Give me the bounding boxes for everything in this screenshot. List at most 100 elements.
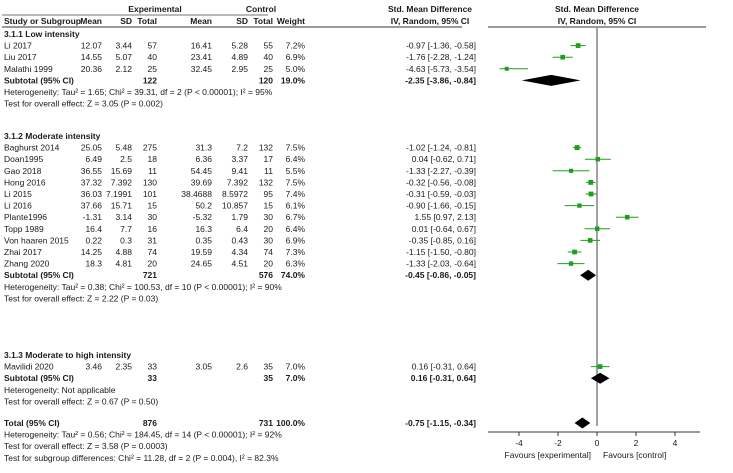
sd-c: 3.37 [231,154,248,164]
total-e: 16 [148,224,158,234]
total-e: 74 [148,247,158,257]
table-layer: Experimental Control Std. Mean Difference S… [2,4,706,463]
mean-e: 20.36 [81,64,103,74]
mean-c: 39.69 [191,177,213,187]
header-ci: IV, Random, 95% CI [391,16,470,26]
sd-e: 4.88 [115,247,132,257]
effect-ci: -1.02 [-1.24, -0.81] [406,143,476,153]
header-study: Study or Subgroup [4,16,81,26]
effect-box [574,145,580,151]
mean-e: 0.22 [85,235,102,245]
subtotal-diamond [590,372,610,384]
group-title: 3.1.3 Moderate to high intensity [4,350,131,360]
mean-e: 25.05 [81,143,103,153]
total-e: 18 [148,154,158,164]
sd-c: 8.5972 [222,189,248,199]
header-smd-plot: Std. Mean Difference [555,4,639,14]
weight: 6.7% [286,212,306,222]
study-name: Malathi 1999 [4,64,53,74]
total-c: 40 [264,52,274,62]
subtotal-ci: -2.35 [-3.86, -0.84] [405,75,476,85]
study-name: Baghurst 2014 [4,143,60,153]
sd-e: 2.35 [115,362,132,372]
total-c: 132 [259,143,273,153]
x-tick-label: 4 [673,438,678,448]
mean-c: 6.36 [195,154,212,164]
sd-c: 4.89 [231,52,248,62]
study-name: Von haaren 2015 [4,235,69,245]
sd-c: 10.857 [222,201,248,211]
header-total-e: Total [137,16,157,26]
sd-c: 1.79 [231,212,248,222]
favours-control-label: Favours [control] [603,450,666,460]
mean-c: 19.59 [191,247,213,257]
total-total-c: 731 [259,418,273,428]
effect-ci: -0.31 [-0.59, -0.03] [406,189,476,199]
sd-c: 4.34 [231,247,248,257]
mean-c: -5.32 [193,212,213,222]
effect-ci: -4.63 [-5.73, -3.54] [406,64,476,74]
header-mean-e: Mean [80,16,102,26]
total-overall-effect-text: Test for overall effect: Z = 3.58 (P = 0… [4,441,168,451]
total-total-e: 876 [143,418,157,428]
total-c: 35 [264,362,274,372]
sd-c: 4.51 [231,259,248,269]
total-diamond [574,417,591,429]
sd-e: 3.14 [115,212,132,222]
heterogeneity-text: Heterogeneity: Tau² = 1.65; Chi² = 39.31… [4,87,273,97]
total-e: 275 [143,143,157,153]
weight: 7.2% [286,41,306,51]
subtotal-label: Subtotal (95% CI) [4,270,74,280]
effect-ci: -0.35 [-0.85, 0.16] [409,235,476,245]
subtotal-ci: -0.45 [-0.86, -0.05] [405,270,476,280]
effect-box [568,261,574,266]
total-e: 15 [148,201,158,211]
effect-box [595,156,600,162]
weight: 7.5% [286,177,306,187]
sd-e: 2.12 [115,64,132,74]
subtotal-total-e: 122 [143,75,157,85]
study-name: Mavilidi 2020 [4,362,54,372]
subtotal-total-e: 33 [148,373,158,383]
sd-e: 5.48 [115,143,132,153]
total-c: 95 [264,189,274,199]
weight: 7.0% [286,362,306,372]
study-name: Hong 2016 [4,177,46,187]
total-e: 30 [148,212,158,222]
effect-box [577,203,582,208]
effect-ci: -0.32 [-0.56, -0.08] [406,177,476,187]
sd-e: 3.44 [115,41,132,51]
total-e: 40 [148,52,158,62]
header-mean-c: Mean [190,16,212,26]
total-e: 101 [143,189,157,199]
effect-ci: 0.01 [-0.64, 0.67] [412,224,476,234]
total-c: 30 [264,235,274,245]
mean-c: 31.3 [195,143,212,153]
subtotal-weight: 19.0% [281,75,306,85]
mean-c: 32.45 [191,64,213,74]
weight: 6.1% [286,201,306,211]
mean-c: 24.65 [191,259,213,269]
mean-c: 16.41 [191,41,213,51]
sd-c: 0.43 [231,235,248,245]
weight: 7.3% [286,247,306,257]
subtotal-label: Subtotal (95% CI) [4,373,74,383]
mean-c: 0.35 [195,235,212,245]
mean-c: 23.41 [191,52,213,62]
total-e: 33 [148,362,158,372]
study-name: Plante1996 [4,212,47,222]
x-tick-label: -2 [554,438,562,448]
subtotal-diamond [521,74,581,86]
total-c: 55 [264,41,274,51]
effect-box [587,238,593,243]
weight: 5.0% [286,64,306,74]
effect-box [504,66,509,71]
group-title: 3.1.2 Moderate intensity [4,131,101,141]
subtotal-total-c: 35 [264,373,274,383]
weight: 7.4% [286,189,306,199]
effect-ci: 1.55 [0.97, 2.13] [415,212,476,222]
effect-ci: -0.97 [-1.36, -0.58] [406,41,476,51]
sd-c: 2.95 [231,64,248,74]
sd-c: 6.4 [236,224,248,234]
